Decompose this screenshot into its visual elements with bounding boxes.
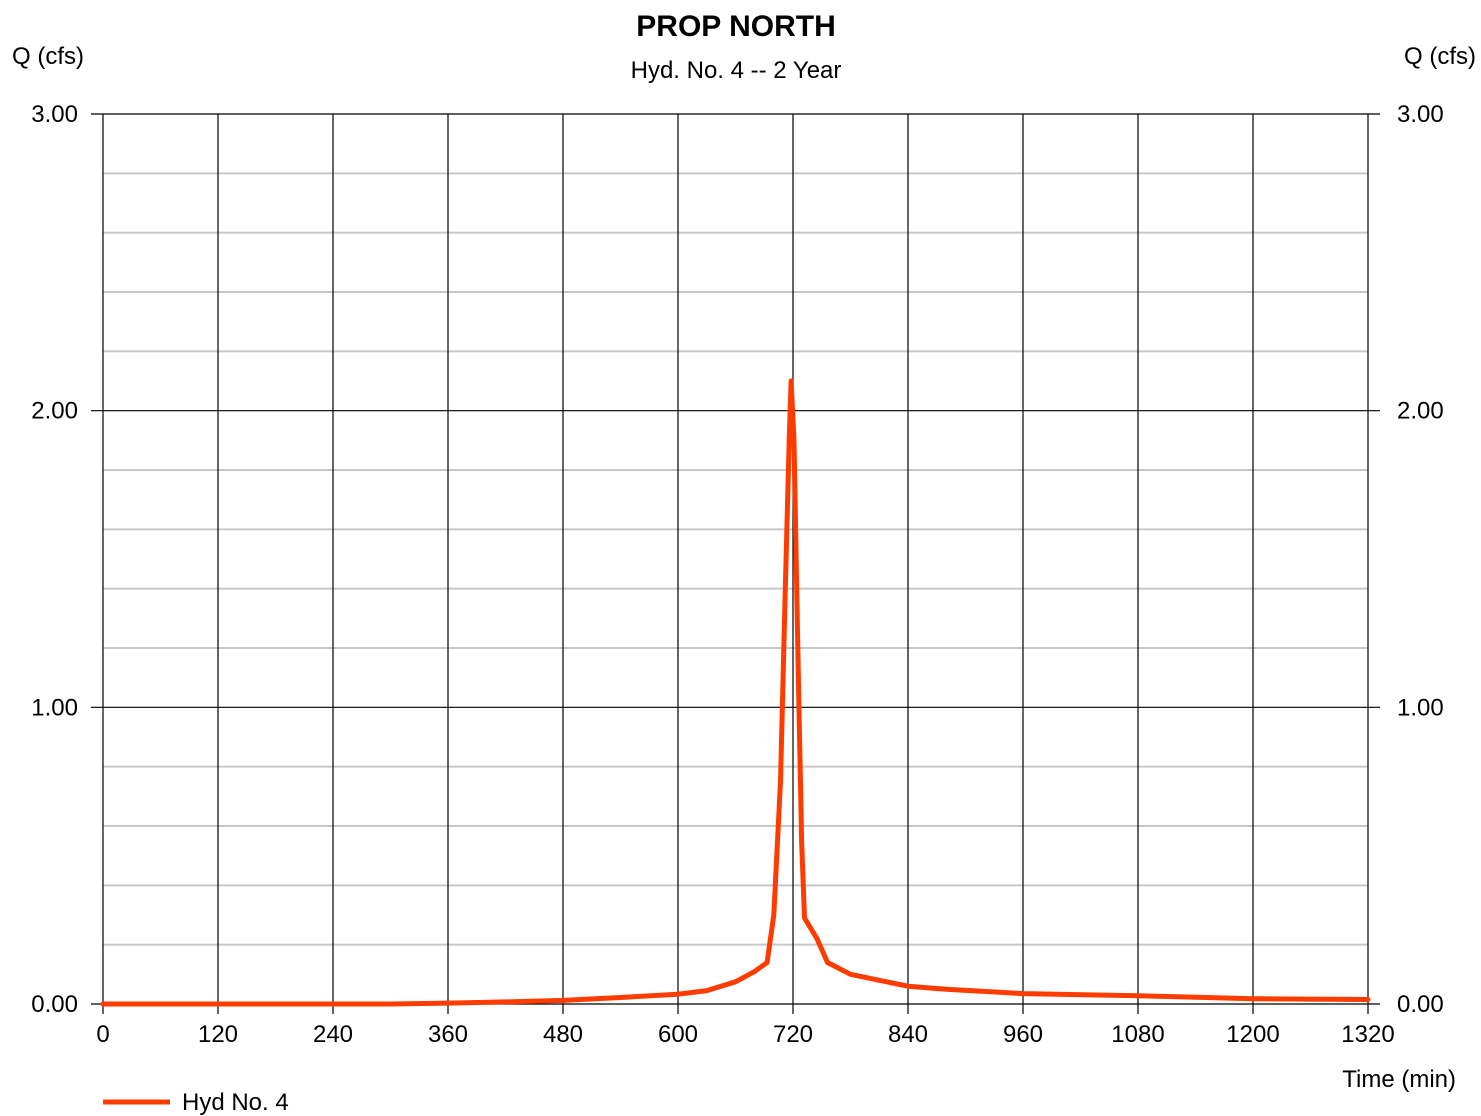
x-tick-label: 1200 [1226, 1021, 1279, 1048]
y-axis-label-left: Q (cfs) [12, 43, 84, 70]
y-tick-label-right: 1.00 [1397, 694, 1444, 721]
x-tick-label: 360 [428, 1021, 468, 1048]
x-tick-label: 600 [658, 1021, 698, 1048]
x-tick-label: 960 [1003, 1021, 1043, 1048]
y-tick-label-left: 2.00 [31, 398, 78, 425]
x-tick-label: 480 [543, 1021, 583, 1048]
legend-label: Hyd No. 4 [182, 1089, 289, 1116]
x-axis-label: Time (min) [1342, 1066, 1456, 1093]
series-layer [100, 378, 1371, 1007]
x-tick-label: 720 [773, 1021, 813, 1048]
x-tick-label: 840 [888, 1021, 928, 1048]
y-tick-labels-right: 0.00 1.00 2.00 3.00 [1397, 101, 1444, 1018]
y-tick-label-right: 3.00 [1397, 101, 1444, 128]
x-tick-label: 1080 [1111, 1021, 1164, 1048]
y-tick-labels-left: 0.00 1.00 2.00 3.00 [31, 101, 78, 1018]
y-tick-label-right: 0.00 [1397, 991, 1444, 1018]
y-tick-label-left: 3.00 [31, 101, 78, 128]
x-tick-label: 120 [198, 1021, 238, 1048]
chart-subtitle: Hyd. No. 4 -- 2 Year [631, 57, 842, 84]
y-axis-label-right: Q (cfs) [1404, 43, 1476, 70]
x-tick-label: 0 [96, 1021, 109, 1048]
y-tick-label-right: 2.00 [1397, 398, 1444, 425]
minor-gridlines [103, 172, 1368, 946]
y-tick-label-left: 0.00 [31, 991, 78, 1018]
x-tick-labels: 0 120 240 360 480 600 720 840 960 1080 1200 1320 [96, 1021, 1394, 1048]
y-tick-label-left: 1.00 [31, 694, 78, 721]
x-tick-label: 1320 [1341, 1021, 1394, 1048]
x-tick-label: 240 [313, 1021, 353, 1048]
legend: Hyd No. 4 [103, 1089, 289, 1116]
chart-title: PROP NORTH [636, 10, 835, 43]
major-gridlines [91, 113, 1380, 1014]
series-line-hyd-no-4 [100, 378, 1371, 1007]
